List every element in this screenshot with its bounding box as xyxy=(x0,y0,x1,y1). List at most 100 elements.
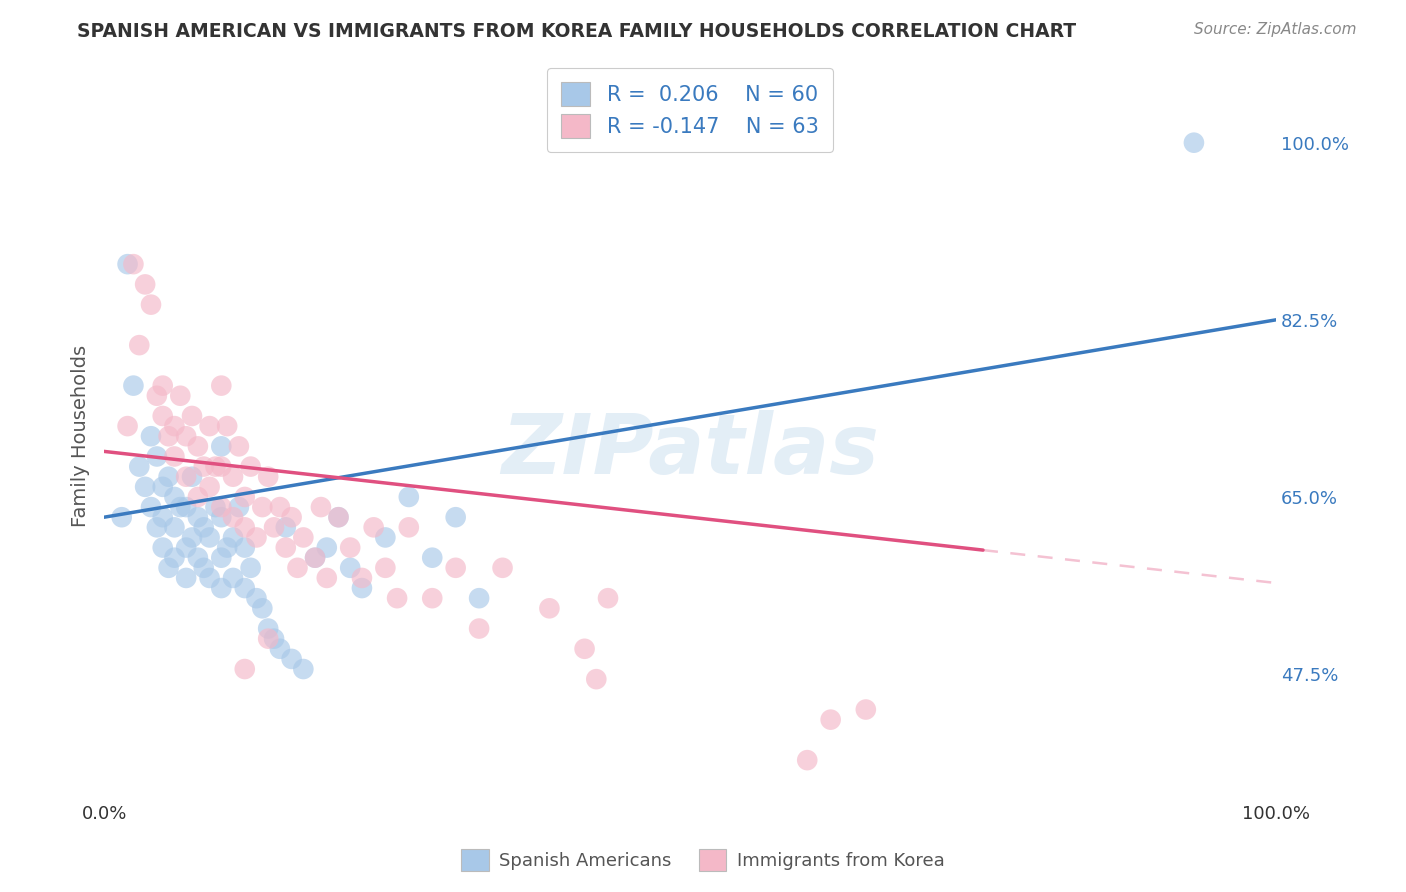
Point xyxy=(181,469,204,483)
Point xyxy=(252,500,274,514)
Point xyxy=(350,581,373,595)
Point xyxy=(198,531,221,545)
Point xyxy=(1182,136,1205,150)
Point xyxy=(152,541,174,555)
Point xyxy=(257,632,280,646)
Point xyxy=(122,378,145,392)
Point xyxy=(315,571,337,585)
Point xyxy=(134,480,156,494)
Point xyxy=(139,429,162,443)
Point xyxy=(304,550,326,565)
Point xyxy=(292,531,315,545)
Point xyxy=(187,439,209,453)
Point xyxy=(245,531,267,545)
Point xyxy=(204,459,226,474)
Point xyxy=(820,713,842,727)
Point xyxy=(209,500,232,514)
Point xyxy=(128,338,150,352)
Point xyxy=(274,541,297,555)
Point xyxy=(257,469,280,483)
Point xyxy=(146,389,169,403)
Point xyxy=(574,641,596,656)
Point xyxy=(444,510,467,524)
Point xyxy=(257,622,280,636)
Point xyxy=(228,439,250,453)
Point xyxy=(398,520,420,534)
Text: SPANISH AMERICAN VS IMMIGRANTS FROM KOREA FAMILY HOUSEHOLDS CORRELATION CHART: SPANISH AMERICAN VS IMMIGRANTS FROM KORE… xyxy=(77,22,1077,41)
Point xyxy=(252,601,274,615)
Point xyxy=(134,277,156,292)
Point xyxy=(209,439,232,453)
Point xyxy=(157,469,180,483)
Point xyxy=(309,500,332,514)
Point xyxy=(287,561,309,575)
Point xyxy=(122,257,145,271)
Text: ZIPatlas: ZIPatlas xyxy=(501,410,879,491)
Point xyxy=(209,550,232,565)
Point xyxy=(209,459,232,474)
Point xyxy=(374,561,396,575)
Point xyxy=(468,622,491,636)
Point xyxy=(111,510,134,524)
Point xyxy=(339,541,361,555)
Point xyxy=(163,450,186,464)
Point xyxy=(193,561,215,575)
Text: Source: ZipAtlas.com: Source: ZipAtlas.com xyxy=(1194,22,1357,37)
Point xyxy=(855,702,877,716)
Point xyxy=(385,591,408,606)
Point xyxy=(304,550,326,565)
Point xyxy=(209,581,232,595)
Legend: Spanish Americans, Immigrants from Korea: Spanish Americans, Immigrants from Korea xyxy=(454,842,952,879)
Point xyxy=(181,409,204,423)
Point xyxy=(169,389,191,403)
Point xyxy=(128,459,150,474)
Point xyxy=(420,591,443,606)
Point xyxy=(217,541,239,555)
Point xyxy=(139,298,162,312)
Point xyxy=(163,419,186,434)
Point xyxy=(217,419,239,434)
Point xyxy=(269,500,291,514)
Point xyxy=(181,531,204,545)
Point xyxy=(328,510,350,524)
Legend: R =  0.206    N = 60, R = -0.147    N = 63: R = 0.206 N = 60, R = -0.147 N = 63 xyxy=(547,68,834,153)
Point xyxy=(538,601,561,615)
Point xyxy=(315,541,337,555)
Point xyxy=(187,550,209,565)
Point xyxy=(163,550,186,565)
Point xyxy=(585,672,607,686)
Point xyxy=(117,257,139,271)
Point xyxy=(328,510,350,524)
Point xyxy=(163,520,186,534)
Point xyxy=(117,419,139,434)
Point xyxy=(174,500,197,514)
Point xyxy=(152,409,174,423)
Point xyxy=(263,520,285,534)
Point xyxy=(174,429,197,443)
Point xyxy=(233,490,256,504)
Point xyxy=(222,531,245,545)
Point xyxy=(139,500,162,514)
Point xyxy=(398,490,420,504)
Point xyxy=(198,419,221,434)
Point xyxy=(239,459,262,474)
Point xyxy=(174,469,197,483)
Point xyxy=(420,550,443,565)
Point xyxy=(146,520,169,534)
Point xyxy=(280,652,302,666)
Point xyxy=(146,450,169,464)
Point xyxy=(174,541,197,555)
Point xyxy=(163,490,186,504)
Point xyxy=(269,641,291,656)
Point xyxy=(174,571,197,585)
Point xyxy=(796,753,818,767)
Point xyxy=(157,561,180,575)
Point xyxy=(363,520,385,534)
Point xyxy=(152,510,174,524)
Point xyxy=(198,480,221,494)
Point xyxy=(374,531,396,545)
Point xyxy=(596,591,619,606)
Point xyxy=(491,561,513,575)
Point xyxy=(444,561,467,575)
Point xyxy=(233,541,256,555)
